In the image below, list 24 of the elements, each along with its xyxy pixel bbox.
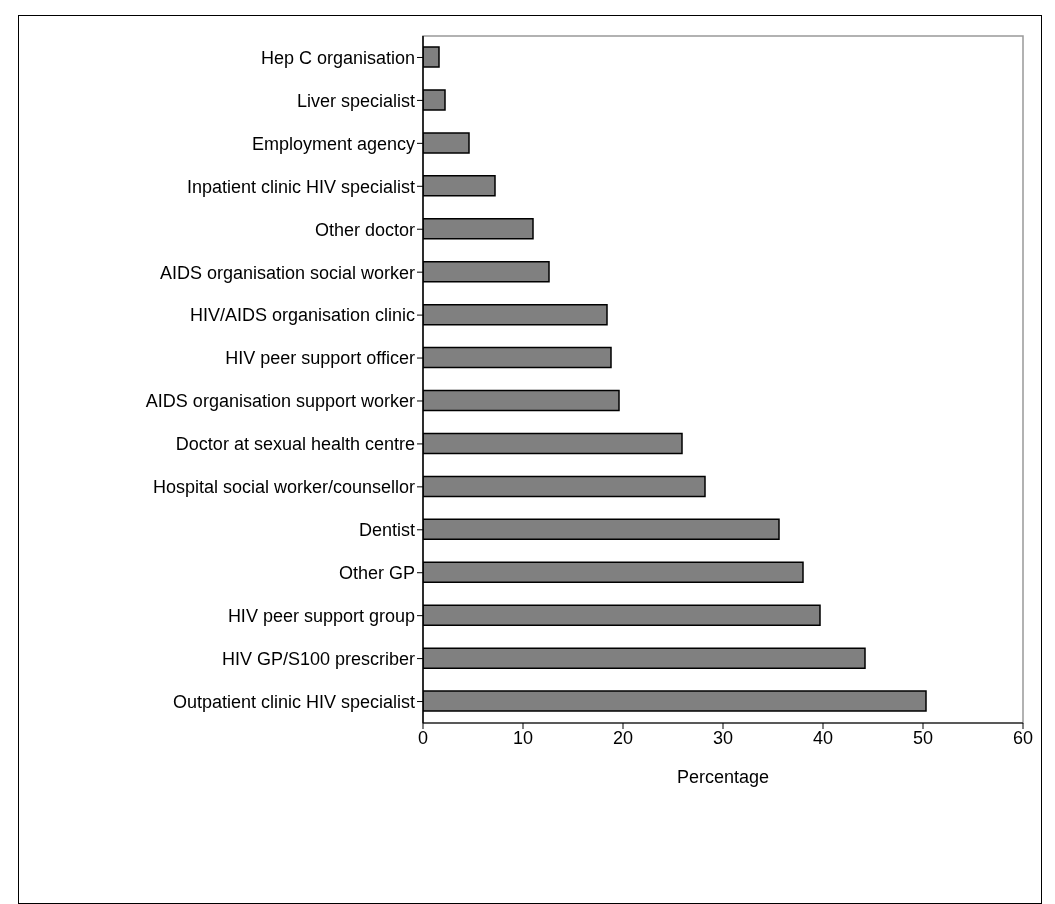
y-tick-label: HIV peer support officer — [225, 348, 415, 369]
x-tick-label: 30 — [712, 727, 734, 748]
y-tick-label: AIDS organisation social worker — [159, 262, 415, 283]
x-tick-label: 40 — [812, 727, 834, 748]
y-tick-label: Hospital social worker/counsellor — [152, 477, 415, 498]
y-tick-label: Liver specialist — [296, 90, 415, 111]
x-tick-label: 60 — [1012, 727, 1034, 748]
y-tick-label: Doctor at sexual health centre — [175, 434, 415, 455]
x-tick-label: 0 — [417, 727, 429, 748]
y-tick-label: AIDS organisation support worker — [145, 391, 415, 412]
x-tick-label: 20 — [612, 727, 634, 748]
y-tick-label: Dentist — [358, 520, 415, 541]
y-tick-label: HIV peer support group — [227, 606, 415, 627]
y-tick-label: Hep C organisation — [260, 47, 415, 68]
x-tick-label: 10 — [512, 727, 534, 748]
y-tick-label: Employment agency — [251, 133, 415, 154]
y-tick-label: HIV/AIDS organisation clinic — [189, 305, 415, 326]
x-axis-title: Percentage — [676, 767, 770, 787]
y-tick-label: Inpatient clinic HIV specialist — [186, 176, 415, 197]
y-tick-label: Other doctor — [314, 219, 415, 240]
x-tick-label: 50 — [912, 727, 934, 748]
y-tick-label: Other GP — [338, 563, 415, 584]
y-tick-label: Outpatient clinic HIV specialist — [172, 691, 415, 712]
y-tick-label: HIV GP/S100 prescriber — [221, 648, 416, 669]
